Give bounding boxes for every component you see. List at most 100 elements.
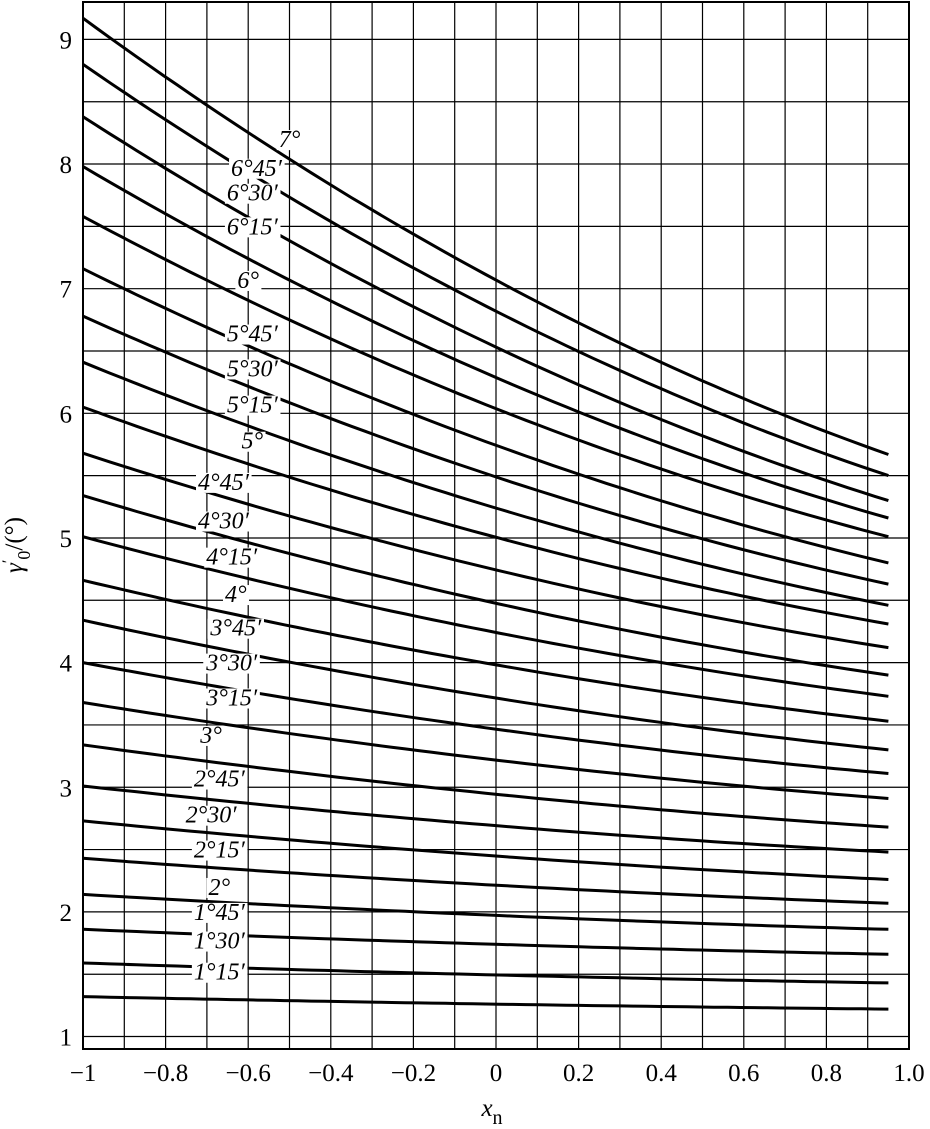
series-line-4: [82, 165, 889, 520]
curve-label-bg: [183, 805, 240, 826]
curve-label-bg: [206, 877, 233, 898]
curve-label: 6°30′: [227, 181, 279, 207]
x-tick-label: 0.4: [646, 1060, 678, 1087]
x-tick-label: −0.4: [308, 1060, 354, 1087]
curve-label-bg: [195, 511, 252, 532]
curve-label: 5°: [242, 429, 264, 455]
series-line-10: [82, 451, 889, 650]
y-tick-label: 1: [60, 1025, 73, 1052]
curve-label-bg: [203, 688, 260, 709]
series-line-9: [82, 405, 889, 626]
x-tick-label: 0.8: [811, 1060, 842, 1087]
curve-label-bg: [224, 324, 281, 345]
y-axis-title-unit: /(°): [1, 517, 28, 551]
y-tick-label: 3: [60, 775, 73, 802]
curve-label-bg: [197, 725, 225, 746]
y-tick-label: 7: [60, 277, 73, 304]
plot-border: [82, 1, 910, 1050]
series-line-15: [82, 661, 889, 775]
curve-label: 6°15′: [227, 214, 279, 240]
series-line-20: [82, 856, 889, 905]
x-tick-label: 1.0: [893, 1060, 924, 1087]
y-tick-label: 6: [60, 401, 73, 428]
series-line-17: [82, 743, 889, 829]
curve-label: 7°: [279, 127, 301, 153]
series-line-18: [82, 784, 889, 854]
curve-label-bg: [203, 653, 260, 674]
series-line-16: [82, 701, 889, 800]
curve-label: 2°15′: [194, 838, 246, 864]
curve-label: 1°45′: [194, 900, 246, 926]
curve-label-bg: [223, 585, 250, 606]
x-tick-labels: −1 −0.8 −0.6 −0.4 −0.2 0 0.2 0.4 0.6 0.8 1.0: [70, 1060, 925, 1087]
curve-label: 3°45′: [209, 616, 262, 642]
curve-label-bg: [224, 183, 281, 204]
x-tick-label: 0: [490, 1060, 503, 1087]
plot-frame: [82, 1, 910, 1050]
curve-labels: 7° 6°45′6°30′ 6°15′ 6° 5°45′ 5°30′ 5°15′ 5° 4°45…: [183, 127, 303, 986]
curve-label-bg: [224, 217, 281, 238]
curve-label: 2°30′: [186, 803, 238, 829]
grid-lines: [82, 2, 910, 1049]
curve-label: 6°: [237, 268, 259, 294]
curve-label-bg: [191, 840, 248, 861]
curve-label-bg: [191, 902, 248, 923]
series-line-21: [82, 892, 889, 931]
curve-label: 3°: [199, 723, 222, 749]
series-line-24: [82, 995, 889, 1011]
curve-label-bg: [224, 395, 281, 416]
curve-label: 5°45′: [227, 322, 279, 348]
y-tick-label: 4: [60, 651, 73, 678]
curve-label-bg: [224, 359, 281, 380]
curve-label-bg: [229, 158, 285, 179]
x-tick-label: −0.8: [143, 1060, 188, 1087]
x-tick-label: −1: [70, 1060, 97, 1087]
y-axis-title-sub: 0: [14, 551, 34, 560]
x-axis-title-main: x: [480, 1095, 492, 1122]
series-line-19: [82, 819, 889, 881]
series-line-8: [82, 360, 889, 607]
y-axis-title-prime: ′: [0, 560, 17, 564]
curve-label: 4°30′: [198, 509, 250, 535]
curve-label-bg: [191, 769, 248, 790]
series-line-11: [82, 494, 889, 677]
x-tick-label: 0.6: [728, 1060, 759, 1087]
x-axis-title: xn: [480, 1095, 502, 1129]
curve-label-bg: [239, 431, 266, 452]
x-axis-title-sub: n: [493, 1107, 503, 1129]
curve-label-bg: [276, 130, 303, 151]
y-tick-label: 2: [60, 900, 73, 927]
y-axis-title-main: γ: [1, 562, 28, 573]
curve-label-bg: [195, 472, 252, 493]
y-tick-label: 9: [60, 27, 73, 54]
curve-label: 1°30′: [194, 929, 246, 955]
curve-label: 4°: [225, 582, 247, 608]
curve-label-bg: [207, 618, 264, 639]
series-line-1: [82, 16, 889, 456]
series-line-7: [82, 314, 889, 586]
series-line-6: [82, 267, 889, 565]
curve-label: 5°15′: [227, 393, 279, 419]
series-line-14: [82, 618, 889, 752]
curve-label: 3°30′: [205, 651, 258, 677]
y-tick-labels: 1 2 3 4 5 6 7 8 9: [60, 27, 73, 1051]
curve-label: 4°15′: [206, 545, 258, 571]
series-line-5: [82, 215, 889, 539]
curve-label: 5°30′: [227, 356, 279, 382]
curve-label: 4°45′: [198, 470, 250, 496]
curve-label: 6°45′: [231, 156, 283, 182]
y-axis-title: γ′0/(°): [0, 517, 34, 573]
curve-label: 2°: [208, 875, 230, 901]
x-tick-label: −0.6: [226, 1060, 271, 1087]
series-line-3: [82, 115, 889, 503]
y-tick-label: 8: [60, 152, 73, 179]
series-line-12: [82, 535, 889, 698]
y-tick-label: 5: [60, 526, 73, 553]
curve-label: 2°45′: [194, 767, 246, 793]
x-tick-label: 0.2: [563, 1060, 594, 1087]
curve-label: 1°15′: [194, 960, 246, 986]
x-tick-label: −0.2: [391, 1060, 436, 1087]
curve-label-bg: [191, 962, 248, 983]
curve-label-bg: [191, 931, 248, 952]
